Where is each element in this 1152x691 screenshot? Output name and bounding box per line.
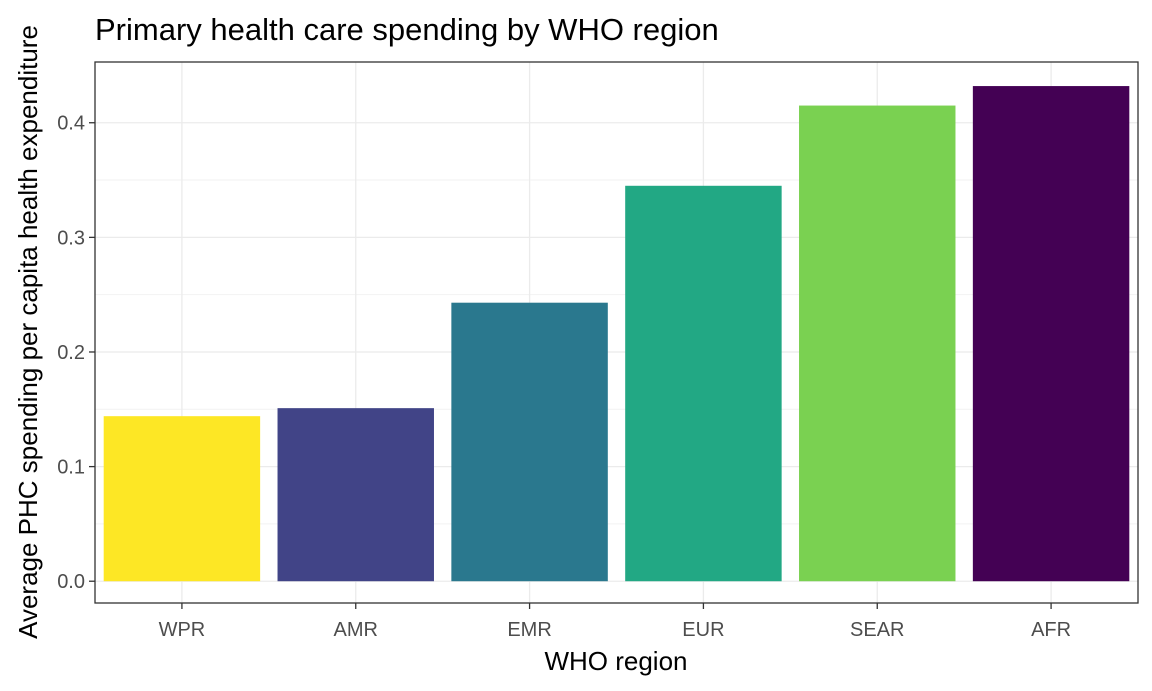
x-tick-label: EUR: [682, 619, 724, 641]
x-tick-label: SEAR: [850, 619, 904, 641]
plot-border: [94, 61, 1139, 604]
plot-panel: [95, 62, 1138, 603]
y-tick-label: 0.2: [57, 342, 85, 364]
bar-sear: [799, 105, 956, 582]
bar-wpr: [103, 416, 261, 582]
bar-afr: [972, 86, 1130, 582]
y-tick-label: 0.0: [57, 571, 85, 593]
x-tick-label: EMR: [507, 619, 551, 641]
y-axis-title: Average PHC spending per capita health e…: [13, 25, 43, 639]
bars: [103, 86, 1130, 582]
x-axis-title: WHO region: [544, 646, 687, 676]
bar-eur: [625, 185, 782, 582]
chart-title: Primary health care spending by WHO regi…: [95, 12, 719, 47]
y-tick-label: 0.4: [57, 113, 85, 135]
y-tick-label: 0.1: [57, 457, 85, 479]
bar-emr: [451, 302, 608, 582]
x-tick-label: AMR: [334, 619, 378, 641]
x-tick-label: WPR: [159, 619, 206, 641]
y-tick-label: 0.3: [57, 227, 85, 249]
bar-amr: [277, 408, 434, 582]
x-tick-label: AFR: [1031, 619, 1071, 641]
axis-ticks: 0.0 0.1 0.2 0.3 0.4 WPR AMR EMR EUR SEAR AFR: [57, 113, 1071, 641]
